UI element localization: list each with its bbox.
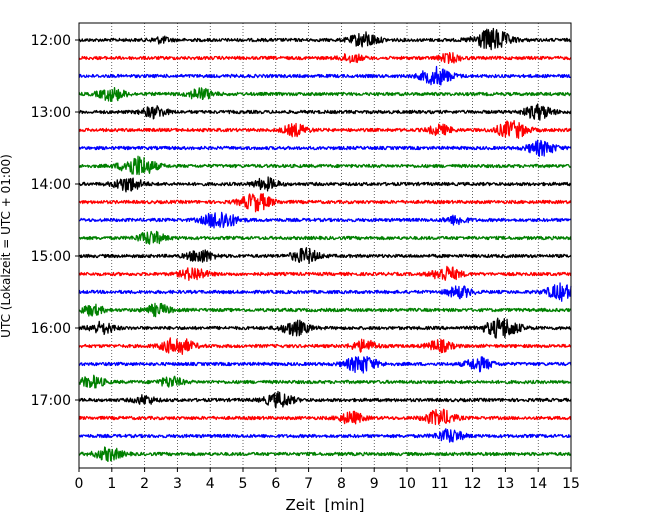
seismic-trace: [78, 27, 572, 51]
y-axis-ticks: 12:00 13:00 14:00 15:00 16:00 17:00: [31, 33, 79, 409]
seismic-trace: [78, 86, 572, 102]
seismic-trace: [78, 265, 572, 281]
seismic-trace: [78, 390, 572, 409]
plot-frame: [78, 22, 572, 469]
y-tick-label: 13:00: [31, 105, 71, 121]
x-tick-label: 3: [173, 476, 182, 492]
x-tick-label: 14: [529, 476, 547, 492]
y-tick-label: 17:00: [31, 393, 71, 409]
y-tick-label: 16:00: [31, 321, 71, 337]
grid-lines: [111, 23, 539, 468]
seismic-trace: [78, 176, 572, 193]
x-tick-label: 6: [271, 476, 280, 492]
seismic-trace: [78, 337, 572, 355]
y-axis-label: UTC (Lokalzeit = UTC + 01:00): [0, 154, 13, 338]
y-tick-label: 15:00: [31, 249, 71, 265]
seismic-traces: [78, 27, 572, 463]
x-tick-label: 10: [398, 476, 416, 492]
x-tick-label: 2: [140, 476, 149, 492]
x-tick-label: 11: [431, 476, 449, 492]
seismic-trace: [78, 139, 572, 157]
x-tick-label: 5: [239, 476, 248, 492]
seismic-trace: [78, 119, 572, 139]
x-tick-label: 15: [562, 476, 580, 492]
x-tick-label: 13: [496, 476, 514, 492]
seismic-trace: [78, 302, 572, 318]
seismic-trace: [78, 211, 572, 229]
seismic-trace: [78, 408, 572, 426]
seismic-trace: [78, 355, 572, 374]
seismic-trace: [78, 65, 572, 86]
seismic-trace: [78, 52, 572, 65]
y-tick-label: 12:00: [31, 33, 71, 49]
seismic-trace: [78, 282, 572, 302]
seismic-trace: [78, 374, 572, 389]
x-tick-label: 8: [337, 476, 346, 492]
x-tick-label: 12: [464, 476, 482, 492]
seismic-trace: [78, 446, 572, 463]
x-tick-label: 4: [206, 476, 215, 492]
x-tick-label: 9: [370, 476, 379, 492]
seismic-trace: [78, 155, 572, 176]
x-tick-label: 1: [107, 476, 116, 492]
x-tick-label: 0: [75, 476, 84, 492]
seismic-trace: [78, 428, 572, 443]
y-tick-label: 14:00: [31, 177, 71, 193]
seismic-trace: [78, 230, 572, 245]
seismic-trace: [78, 193, 572, 213]
seismic-trace: [78, 103, 572, 121]
x-axis-ticks: 0 1 2 3 4 5 6 7 8 9 10 11 12 13 14 15: [75, 468, 580, 492]
x-axis-label: Zeit [min]: [285, 496, 364, 514]
seismic-trace: [78, 317, 572, 339]
seismic-trace: [78, 247, 572, 264]
x-tick-label: 7: [304, 476, 313, 492]
